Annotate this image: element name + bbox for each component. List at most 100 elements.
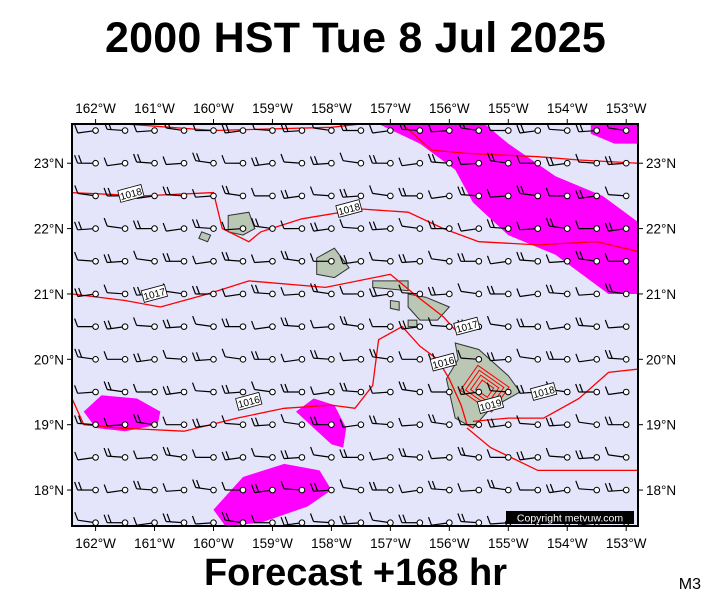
wind-barb [575,383,601,396]
wind-station-circle [622,421,630,428]
wind-barb [457,513,483,526]
wind-station-circle [269,323,276,330]
wind-barb [74,348,99,363]
wind-barb-feather [339,255,344,265]
wind-barb [604,416,630,428]
wind-barb [133,450,158,461]
wind-station-circle [239,127,247,134]
wind-barb-feather [486,255,492,265]
wind-barb [369,124,394,134]
wind-barb-feather [284,251,289,260]
wind-barb-feather [398,484,403,493]
wind-barb [486,285,512,298]
wind-barb [162,349,188,363]
wind-station-circle [622,290,630,298]
wind-station-circle [504,454,512,461]
wind-barb-feather [254,417,260,426]
wind-barb-feather [166,319,171,328]
wind-barb-feather [166,513,171,523]
lon-label-bottom: 156°W [429,536,470,551]
wind-station-circle [269,421,276,428]
wind-barb [398,284,424,298]
wind-barb-feather [520,124,525,133]
wind-station-circle [622,225,630,232]
wind-barb-feather [457,186,462,195]
wind-barb-feather [339,124,344,131]
wind-barb [103,484,129,494]
wind-barb-feather [545,284,550,293]
wind-barb-feather [575,153,580,163]
wind-barb-feather [162,319,167,329]
wind-barb-feather [490,285,495,295]
isobar-label-box [429,352,457,372]
wind-barb [280,450,306,461]
wind-station-circle [269,454,276,461]
wind-station-circle [92,486,99,494]
wind-station-circle [328,192,335,200]
wind-station-circle [92,225,99,232]
wind-station-circle [504,388,512,396]
wind-station-circle [269,356,276,363]
wind-barb-feather [579,317,584,326]
wind-barb [192,479,217,494]
wind-station-circle [298,257,306,265]
wind-barb [486,352,512,363]
wind-barb-feather [74,185,79,194]
wind-station-circle [563,454,571,461]
wind-barb-feather [339,382,344,391]
wind-station-circle [563,225,571,232]
wind-barb-feather [74,221,79,231]
wind-barb [132,220,158,232]
wind-barb-feather [549,218,554,227]
wind-barb-feather [74,415,79,424]
wind-barb-feather [133,516,138,526]
wind-barb [604,253,630,265]
wind-barb [250,351,276,363]
wind-barb-feather [195,219,201,228]
wind-barb-feather [398,447,403,457]
wind-station-circle [387,486,394,494]
wind-barb-feather [103,157,108,166]
precip-area [296,398,347,448]
wind-barb [606,124,630,134]
wind-barb-feather [225,252,230,261]
wind-barb-feather [516,185,521,194]
wind-station-circle [387,421,394,428]
wind-barb-feather [545,351,550,360]
wind-station-circle [622,127,630,134]
wind-barb-feather [103,381,108,390]
wind-station-circle [210,192,217,200]
wind-station-circle [269,519,276,526]
wind-station-circle [446,290,453,298]
wind-station-circle [298,421,306,428]
wind-barb [191,352,217,363]
wind-barb-feather [309,349,315,359]
wind-barb-feather [78,415,83,424]
wind-barb [368,221,394,232]
wind-barb-feather [516,288,521,297]
wind-barb [457,446,483,461]
wind-barb-feather [604,386,609,395]
precip-area [378,124,638,294]
wind-station-circle [622,323,630,330]
wind-barb-feather [549,417,554,426]
wind-barb-feather [221,154,226,164]
wind-barb-feather [486,515,491,525]
wind-station-circle [328,454,335,461]
wind-barb-feather [192,124,197,131]
wind-barb-feather [284,189,289,199]
wind-barb-feather [369,185,374,194]
wind-station-circle [563,323,571,330]
wind-barb [604,446,630,461]
wind-station-circle [298,388,306,396]
lat-label-left: 22°N [34,222,64,237]
wind-station-circle [593,257,601,265]
wind-station-circle [357,356,365,363]
wind-barb [280,516,306,526]
wind-barb-feather [461,513,466,523]
wind-station-circle [180,356,188,363]
wind-barb-feather [250,254,256,263]
wind-barb [545,156,571,167]
wind-barb [74,511,99,526]
wind-barb [250,284,276,298]
